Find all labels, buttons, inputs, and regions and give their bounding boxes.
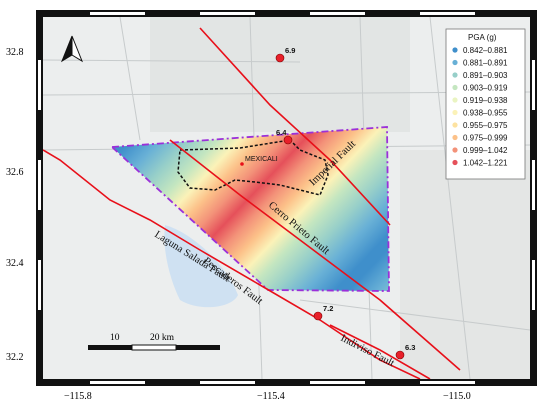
y-tick-label: 32.8 (6, 47, 24, 58)
legend-label: 0.842–0.881 (463, 46, 508, 55)
legend-label: 0.938–0.955 (463, 109, 508, 118)
legend-item: 0.955–0.975 (452, 121, 508, 130)
legend-swatch (452, 47, 458, 53)
imperial-fault-line (199, 27, 391, 226)
city-label: MEXICALI (245, 156, 278, 163)
legend-swatch (452, 134, 458, 141)
legend-item: 0.842–0.881 (452, 46, 508, 55)
legend: PGA (g) 0.842–0.881 0.881–0.891 0.891–0.90… (445, 28, 526, 180)
legend-item: 0.891–0.903 (452, 71, 508, 80)
north-arrow-icon (60, 35, 84, 63)
y-tick-label: 32.6 (6, 167, 24, 178)
legend-swatch (452, 159, 458, 166)
epicenter-7-2: 7.2 (313, 304, 333, 321)
epicenter-magnitude: 6.3 (405, 343, 415, 352)
legend-title: PGA (g) (468, 33, 497, 42)
epicenter-magnitude: 7.2 (323, 304, 333, 313)
legend-swatch (452, 72, 458, 78)
legend-label: 1.042–1.221 (463, 159, 508, 168)
laguna-salada-lake (164, 225, 238, 308)
legend-swatch (452, 84, 458, 91)
mexicali-boundary (177, 139, 329, 196)
legend-item: 1.042–1.221 (452, 159, 508, 168)
legend-label: 0.903–0.919 (463, 84, 508, 93)
y-axis-labels: 32.8 32.6 32.4 32.2 (6, 47, 24, 363)
epicenter-6-3: 6.3 (395, 343, 415, 360)
legend-label: 0.891–0.903 (463, 71, 508, 80)
legend-label: 0.999–1.042 (463, 146, 508, 155)
pescaderos-fault-line (43, 149, 421, 379)
mexicali-marker (240, 162, 244, 166)
x-tick-label: −115.4 (257, 391, 285, 402)
legend-label: 0.919–0.938 (463, 96, 508, 105)
legend-swatch (452, 109, 458, 116)
legend-label: 0.975–0.999 (463, 134, 508, 143)
x-tick-label: −115.8 (64, 391, 92, 402)
legend-item: 0.919–0.938 (452, 96, 508, 105)
x-tick-label: −115.0 (443, 391, 471, 402)
legend-swatch (452, 122, 458, 128)
scale-label-20km: 20 km (150, 333, 175, 343)
frame-ticks (38, 12, 535, 384)
x-axis-labels: −115.8 −115.4 −115.0 (64, 391, 471, 402)
cerro-prieto-fault-line (169, 139, 461, 371)
epicenter-magnitude: 6.9 (285, 46, 295, 55)
legend-label: 0.955–0.975 (463, 121, 508, 130)
study-area-outline (109, 126, 390, 292)
legend-swatch (452, 97, 458, 103)
legend-item: 0.881–0.891 (452, 59, 508, 68)
epicenter-6-4: 6.4 (276, 128, 293, 145)
scale-bar: 10 20 km (88, 333, 220, 351)
legend-item: 0.938–0.955 (452, 109, 508, 118)
legend-item: 0.975–0.999 (452, 134, 508, 143)
indiviso-fault-line (329, 324, 431, 379)
legend-item: 0.999–1.042 (452, 146, 508, 155)
legend-label: 0.881–0.891 (463, 59, 508, 68)
legend-swatch (452, 59, 458, 66)
legend-item: 0.903–0.919 (452, 84, 508, 93)
epicenter-6-9: 6.9 (275, 46, 295, 63)
y-tick-label: 32.2 (6, 352, 24, 363)
y-tick-label: 32.4 (6, 258, 24, 269)
epicenter-magnitude: 6.4 (276, 128, 287, 137)
scale-label-10: 10 (110, 333, 120, 343)
legend-swatch (452, 147, 458, 153)
